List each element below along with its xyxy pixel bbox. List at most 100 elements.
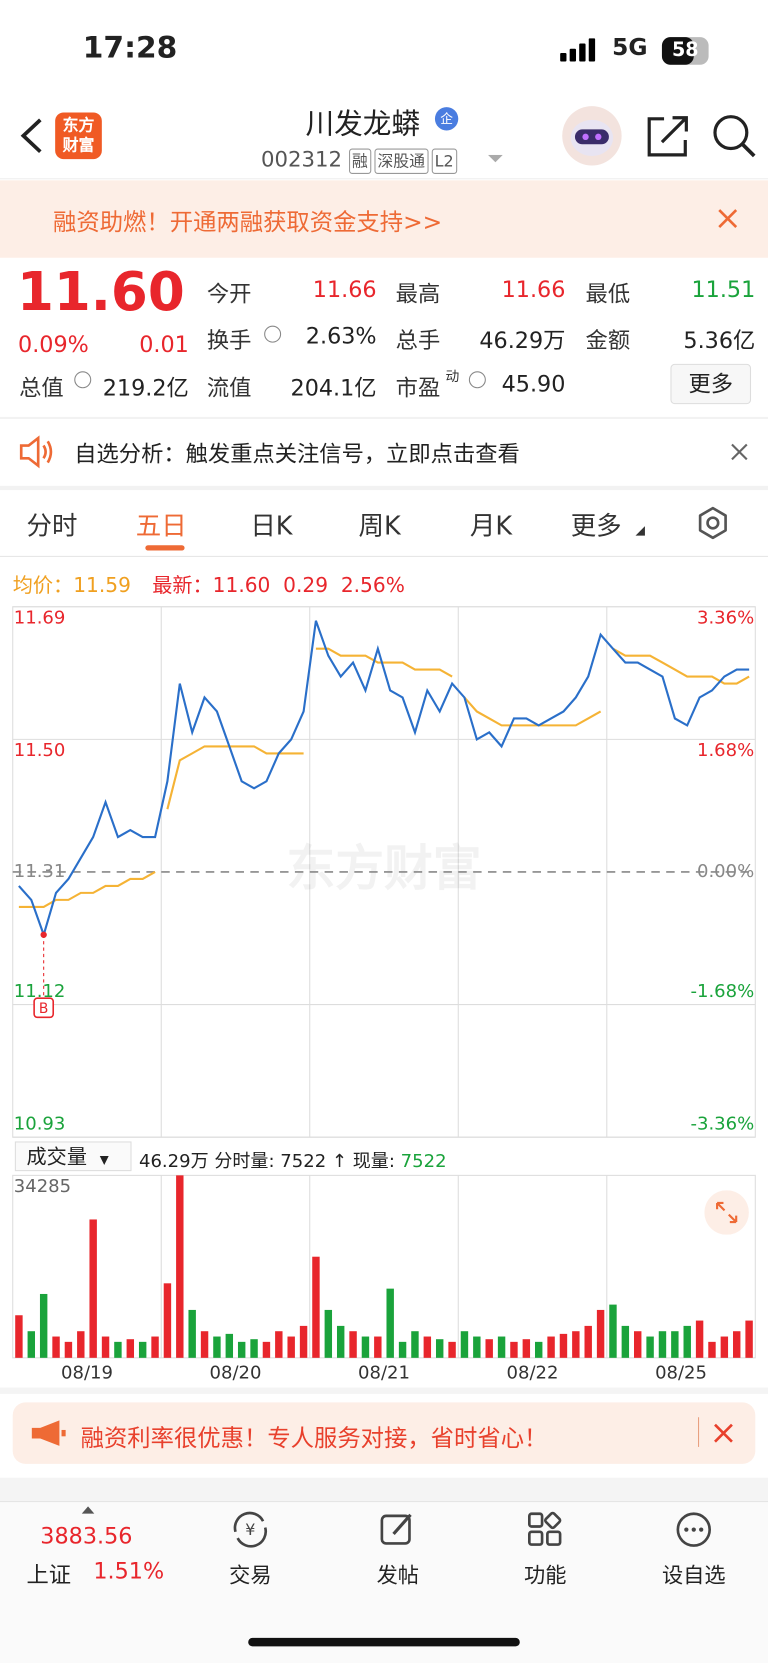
volume-bar xyxy=(374,1336,382,1358)
nav-label[interactable]: 功能 xyxy=(524,1562,567,1589)
time: 17:28 xyxy=(82,29,178,65)
volume-bar xyxy=(534,1341,543,1358)
volume-bar xyxy=(126,1339,135,1358)
volume-bar xyxy=(27,1331,36,1358)
field-value: 11.51 xyxy=(691,276,756,303)
chart-info: 均价：11.59 最新：11.60 0.29 2.56% xyxy=(13,570,405,599)
function-icon[interactable] xyxy=(526,1511,564,1549)
settings[interactable] xyxy=(696,506,730,540)
volume-bar xyxy=(745,1320,753,1358)
volume-bar xyxy=(695,1320,704,1358)
close[interactable] xyxy=(717,208,738,229)
volume-bar xyxy=(324,1309,333,1358)
code: 002312 融深股通 L2 xyxy=(261,146,460,174)
day-label: 08/25 xyxy=(655,1363,707,1384)
notice-text[interactable]: 自选分析：触发重点关注信号，立即点击查看 xyxy=(74,441,520,467)
volume-bar xyxy=(733,1331,741,1358)
tab[interactable]: 分时 xyxy=(26,511,78,542)
field-value: 46.29万 xyxy=(479,327,566,354)
volume-bar xyxy=(522,1339,531,1358)
y-tick-label: 11.12 xyxy=(14,981,66,1002)
tab[interactable]: 周K xyxy=(358,511,401,542)
field-value: 219.2亿 xyxy=(102,375,189,401)
tab[interactable]: 更多 xyxy=(570,511,622,542)
caret xyxy=(81,1506,95,1514)
price: 11.60 xyxy=(16,260,185,323)
y2-tick-label: 1.68% xyxy=(697,740,754,761)
info-icon[interactable] xyxy=(468,371,486,389)
bottom-bar: 3883.56 上证 1.51% ¥ 交易 发帖 功能 设自选 xyxy=(0,1501,768,1663)
badge: 企 xyxy=(434,107,459,131)
search[interactable] xyxy=(711,112,758,159)
nav-label[interactable]: 发帖 xyxy=(376,1562,420,1589)
change: 0.01 xyxy=(139,332,189,358)
field-label: 市盈 xyxy=(395,375,441,401)
chart: 东方财富 11.69 11.50 11.31 11.12 10.93 3.36% 1.68% 0… xyxy=(12,606,756,1384)
field-label: 总值 xyxy=(19,375,64,401)
volume-tick-label: 34285 xyxy=(14,1176,71,1197)
y2-tick-label: -1.68% xyxy=(690,981,754,1002)
selector-caret: ▼ xyxy=(99,1153,109,1167)
more-button[interactable]: 更多 xyxy=(670,363,752,405)
watermark: 东方财富 xyxy=(286,840,481,897)
volume-bar xyxy=(275,1331,283,1358)
volume-bar xyxy=(287,1336,295,1358)
volume-bar xyxy=(77,1331,85,1358)
y-tick-label: 11.31 xyxy=(14,861,66,882)
change-pct: 0.09% xyxy=(18,332,89,358)
info-icon[interactable] xyxy=(264,325,282,343)
field-label: 换手 xyxy=(206,327,252,354)
volume-bar xyxy=(39,1293,48,1358)
nav-label[interactable]: 交易 xyxy=(229,1562,272,1589)
tick-value: 7522 xyxy=(280,1150,327,1173)
close[interactable] xyxy=(731,443,748,461)
tick-label: 分时量: xyxy=(214,1150,275,1173)
volume-bar xyxy=(237,1341,246,1358)
latest-label: 最新： xyxy=(152,573,213,598)
volume-bar xyxy=(572,1331,580,1358)
volume-bar xyxy=(213,1336,221,1358)
volume-bar xyxy=(101,1336,110,1358)
buy-label: B xyxy=(39,1001,48,1017)
volume-bar xyxy=(15,1315,23,1358)
tab[interactable]: 月K xyxy=(469,511,513,542)
promo-banner[interactable]: 融资助燃！开通两融获取资金支持>> xyxy=(0,180,768,258)
back[interactable] xyxy=(17,117,47,155)
logo[interactable]: 东方 财富 xyxy=(55,112,102,160)
promo-banner[interactable]: 融资利率很优惠！专人服务对接，省时省心！ xyxy=(12,1402,756,1464)
volume-bar xyxy=(621,1325,630,1358)
trade-icon[interactable]: ¥ xyxy=(229,1511,271,1549)
latest-value: 11.60 xyxy=(212,573,271,598)
close[interactable] xyxy=(714,1423,733,1443)
volume-bar xyxy=(398,1341,407,1358)
caret[interactable] xyxy=(487,154,503,163)
field-label: 流值 xyxy=(206,375,252,401)
avg-line xyxy=(18,871,156,908)
latest-change: 0.29 xyxy=(283,573,329,598)
volume-bar xyxy=(448,1341,456,1358)
info-icon[interactable] xyxy=(74,371,92,389)
tag: L2 xyxy=(431,148,457,174)
volume-bar xyxy=(250,1339,258,1358)
field-value: 45.90 xyxy=(501,371,566,397)
expand[interactable] xyxy=(704,1190,749,1235)
assistant[interactable] xyxy=(560,104,624,168)
index-pct: 1.51% xyxy=(93,1558,165,1584)
tab[interactable]: 日K xyxy=(250,511,293,542)
field-sup: 动 xyxy=(445,369,460,386)
nav-label[interactable]: 设自选 xyxy=(661,1562,726,1589)
avg-value: 11.59 xyxy=(73,573,131,598)
buy-box xyxy=(33,997,55,1019)
watch-icon[interactable] xyxy=(675,1511,713,1549)
post-icon[interactable] xyxy=(379,1511,417,1549)
now-label: 现量: xyxy=(352,1150,395,1173)
share[interactable] xyxy=(645,112,692,159)
volume-bar xyxy=(423,1336,432,1358)
volume-selector[interactable]: 成交量 ▼ xyxy=(14,1141,132,1172)
y-tick-label: 10.93 xyxy=(14,1113,66,1134)
home-indicator xyxy=(248,1637,520,1647)
volume-bar xyxy=(547,1336,555,1358)
day-label: 08/22 xyxy=(507,1363,559,1384)
tab[interactable]: 五日 xyxy=(135,511,187,542)
